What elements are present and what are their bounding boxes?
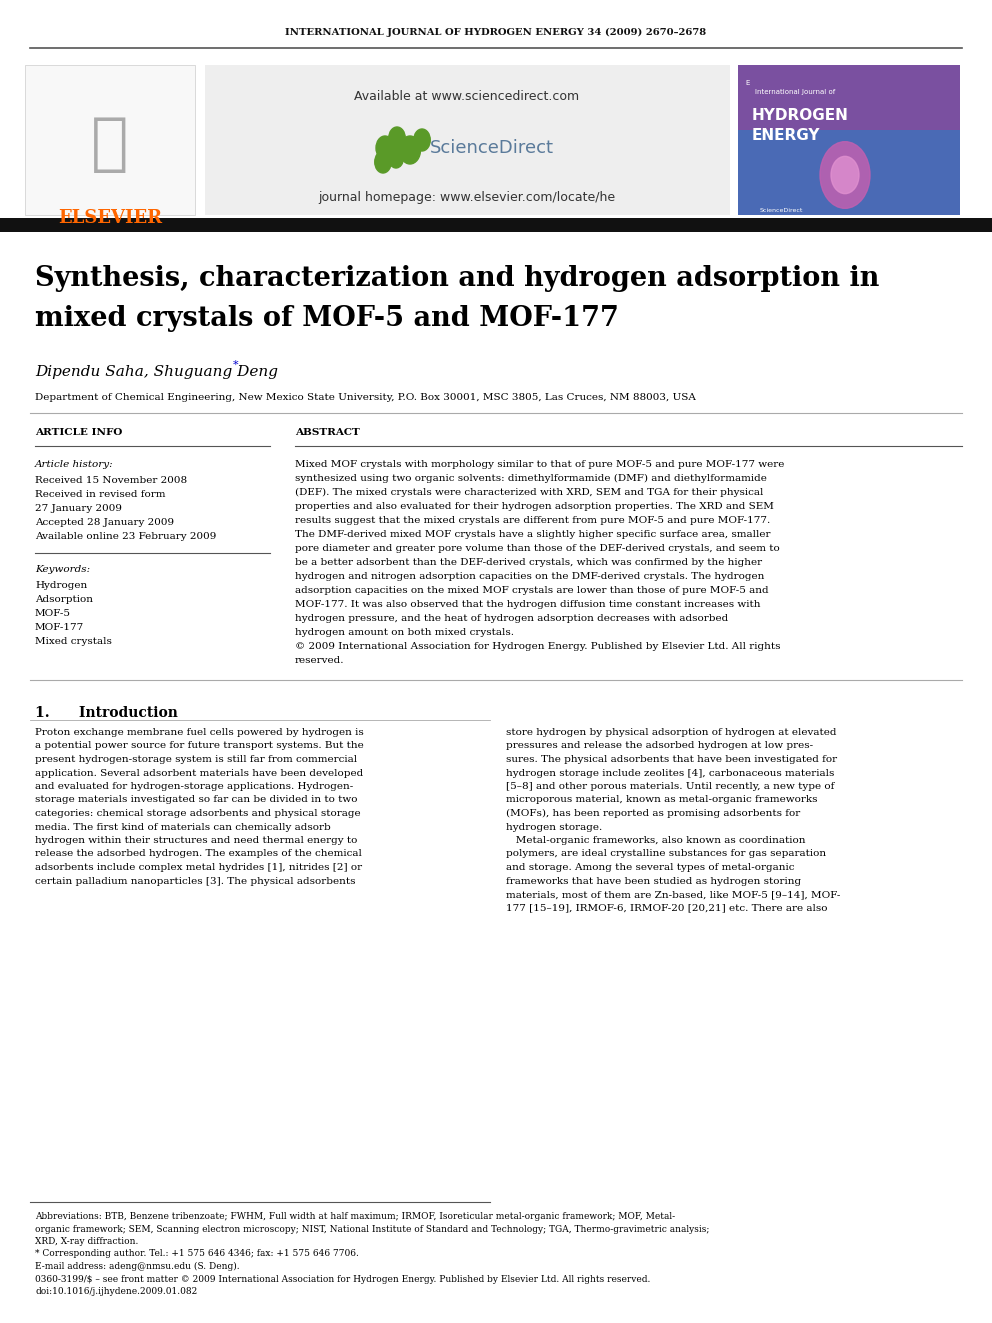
Text: ELSEVIER: ELSEVIER [58,209,162,228]
Text: Adsorption: Adsorption [35,595,93,605]
Text: E-mail address: adeng@nmsu.edu (S. Deng).: E-mail address: adeng@nmsu.edu (S. Deng)… [35,1262,240,1271]
Text: Received 15 November 2008: Received 15 November 2008 [35,476,187,486]
Text: pressures and release the adsorbed hydrogen at low pres-: pressures and release the adsorbed hydro… [506,741,813,750]
Text: Received in revised form: Received in revised form [35,490,166,499]
Text: a potential power source for future transport systems. But the: a potential power source for future tran… [35,741,364,750]
Text: (DEF). The mixed crystals were characterized with XRD, SEM and TGA for their phy: (DEF). The mixed crystals were character… [295,488,764,497]
Text: Abbreviations: BTB, Benzene tribenzoate; FWHM, Full width at half maximum; IRMOF: Abbreviations: BTB, Benzene tribenzoate;… [35,1212,676,1221]
Text: Mixed MOF crystals with morphology similar to that of pure MOF-5 and pure MOF-17: Mixed MOF crystals with morphology simil… [295,460,785,468]
Text: MOF-177: MOF-177 [35,623,84,632]
Text: The DMF-derived mixed MOF crystals have a slightly higher specific surface area,: The DMF-derived mixed MOF crystals have … [295,531,771,538]
Text: hydrogen and nitrogen adsorption capacities on the DMF-derived crystals. The hyd: hydrogen and nitrogen adsorption capacit… [295,572,765,581]
Text: microporous material, known as metal-organic frameworks: microporous material, known as metal-org… [506,795,817,804]
Text: doi:10.1016/j.ijhydene.2009.01.082: doi:10.1016/j.ijhydene.2009.01.082 [35,1287,197,1297]
Text: [5–8] and other porous materials. Until recently, a new type of: [5–8] and other porous materials. Until … [506,782,834,791]
Text: E: E [745,79,749,86]
Text: and storage. Among the several types of metal-organic: and storage. Among the several types of … [506,863,795,872]
Text: store hydrogen by physical adsorption of hydrogen at elevated: store hydrogen by physical adsorption of… [506,728,836,737]
Text: INTERNATIONAL JOURNAL OF HYDROGEN ENERGY 34 (2009) 2670–2678: INTERNATIONAL JOURNAL OF HYDROGEN ENERGY… [286,28,706,37]
Text: certain palladium nanoparticles [3]. The physical adsorbents: certain palladium nanoparticles [3]. The… [35,877,355,885]
Text: © 2009 International Association for Hydrogen Energy. Published by Elsevier Ltd.: © 2009 International Association for Hyd… [295,642,781,651]
Text: ScienceDirect: ScienceDirect [760,208,804,213]
Circle shape [820,142,870,208]
Text: adsorption capacities on the mixed MOF crystals are lower than those of pure MOF: adsorption capacities on the mixed MOF c… [295,586,769,595]
Text: 177 [15–19], IRMOF-6, IRMOF-20 [20,21] etc. There are also: 177 [15–19], IRMOF-6, IRMOF-20 [20,21] e… [506,904,827,913]
Text: release the adsorbed hydrogen. The examples of the chemical: release the adsorbed hydrogen. The examp… [35,849,362,859]
Text: Hydrogen: Hydrogen [35,581,87,590]
Text: present hydrogen-storage system is still far from commercial: present hydrogen-storage system is still… [35,755,357,763]
Text: 27 January 2009: 27 January 2009 [35,504,122,513]
FancyBboxPatch shape [738,65,960,130]
Text: Article history:: Article history: [35,460,114,468]
Text: HYDROGEN: HYDROGEN [752,108,849,123]
Text: storage materials investigated so far can be divided in to two: storage materials investigated so far ca… [35,795,357,804]
Text: hydrogen within their structures and need thermal energy to: hydrogen within their structures and nee… [35,836,357,845]
Text: ABSTRACT: ABSTRACT [295,429,360,437]
Text: ARTICLE INFO: ARTICLE INFO [35,429,122,437]
Text: sures. The physical adsorbents that have been investigated for: sures. The physical adsorbents that have… [506,755,837,763]
Text: Available online 23 February 2009: Available online 23 February 2009 [35,532,216,541]
Circle shape [414,130,431,151]
Text: Proton exchange membrane fuel cells powered by hydrogen is: Proton exchange membrane fuel cells powe… [35,728,364,737]
Text: journal homepage: www.elsevier.com/locate/he: journal homepage: www.elsevier.com/locat… [318,192,616,205]
Text: organic framework; SEM, Scanning electron microscopy; NIST, National Institute o: organic framework; SEM, Scanning electro… [35,1225,709,1233]
Text: Accepted 28 January 2009: Accepted 28 January 2009 [35,519,175,527]
Text: results suggest that the mixed crystals are different from pure MOF-5 and pure M: results suggest that the mixed crystals … [295,516,770,525]
Circle shape [376,136,394,160]
Text: hydrogen pressure, and the heat of hydrogen adsorption decreases with adsorbed: hydrogen pressure, and the heat of hydro… [295,614,728,623]
FancyBboxPatch shape [738,130,960,216]
Text: categories: chemical storage adsorbents and physical storage: categories: chemical storage adsorbents … [35,808,361,818]
Text: *: * [233,360,239,370]
Text: Mixed crystals: Mixed crystals [35,636,112,646]
Text: (MOFs), has been reported as promising adsorbents for: (MOFs), has been reported as promising a… [506,808,801,818]
Circle shape [375,151,391,173]
Text: application. Several adsorbent materials have been developed: application. Several adsorbent materials… [35,769,363,778]
Circle shape [389,127,406,149]
Text: hydrogen amount on both mixed crystals.: hydrogen amount on both mixed crystals. [295,628,514,636]
Text: and evaluated for hydrogen-storage applications. Hydrogen-: and evaluated for hydrogen-storage appli… [35,782,353,791]
Text: Dipendu Saha, Shuguang Deng: Dipendu Saha, Shuguang Deng [35,365,278,378]
FancyBboxPatch shape [25,65,195,216]
Text: synthesized using two organic solvents: dimethylformamide (DMF) and diethylforma: synthesized using two organic solvents: … [295,474,767,483]
Text: Department of Chemical Engineering, New Mexico State University, P.O. Box 30001,: Department of Chemical Engineering, New … [35,393,695,402]
Text: reserved.: reserved. [295,656,344,665]
Circle shape [389,148,404,168]
Text: Available at www.sciencedirect.com: Available at www.sciencedirect.com [354,90,579,103]
Text: ENERGY: ENERGY [752,128,820,143]
Text: pore diameter and greater pore volume than those of the DEF-derived crystals, an: pore diameter and greater pore volume th… [295,544,780,553]
Circle shape [400,136,421,164]
Text: MOF-177. It was also observed that the hydrogen diffusion time constant increase: MOF-177. It was also observed that the h… [295,601,761,609]
Text: hydrogen storage include zeolites [4], carbonaceous materials: hydrogen storage include zeolites [4], c… [506,769,834,778]
Text: International Journal of: International Journal of [755,89,835,95]
Text: Synthesis, characterization and hydrogen adsorption in: Synthesis, characterization and hydrogen… [35,265,879,292]
Text: 1.      Introduction: 1. Introduction [35,706,178,720]
Text: ScienceDirect: ScienceDirect [430,139,554,157]
FancyBboxPatch shape [205,65,730,216]
Text: ⛉: ⛉ [91,115,129,175]
Text: media. The first kind of materials can chemically adsorb: media. The first kind of materials can c… [35,823,330,831]
Text: polymers, are ideal crystalline substances for gas separation: polymers, are ideal crystalline substanc… [506,849,826,859]
Text: XRD, X-ray diffraction.: XRD, X-ray diffraction. [35,1237,138,1246]
Text: be a better adsorbent than the DEF-derived crystals, which was confirmed by the : be a better adsorbent than the DEF-deriv… [295,558,762,568]
Text: mixed crystals of MOF-5 and MOF-177: mixed crystals of MOF-5 and MOF-177 [35,306,619,332]
Text: materials, most of them are Zn-based, like MOF-5 [9–14], MOF-: materials, most of them are Zn-based, li… [506,890,840,900]
Text: adsorbents include complex metal hydrides [1], nitrides [2] or: adsorbents include complex metal hydride… [35,863,362,872]
Circle shape [831,156,859,193]
Text: properties and also evaluated for their hydrogen adsorption properties. The XRD : properties and also evaluated for their … [295,501,774,511]
Text: * Corresponding author. Tel.: +1 575 646 4346; fax: +1 575 646 7706.: * Corresponding author. Tel.: +1 575 646… [35,1249,359,1258]
FancyBboxPatch shape [0,218,992,232]
Text: Metal-organic frameworks, also known as coordination: Metal-organic frameworks, also known as … [506,836,806,845]
Text: 0360-3199/$ – see front matter © 2009 International Association for Hydrogen Ene: 0360-3199/$ – see front matter © 2009 In… [35,1274,651,1283]
Text: MOF-5: MOF-5 [35,609,71,618]
Text: hydrogen storage.: hydrogen storage. [506,823,602,831]
Text: frameworks that have been studied as hydrogen storing: frameworks that have been studied as hyd… [506,877,802,885]
Text: Keywords:: Keywords: [35,565,90,574]
